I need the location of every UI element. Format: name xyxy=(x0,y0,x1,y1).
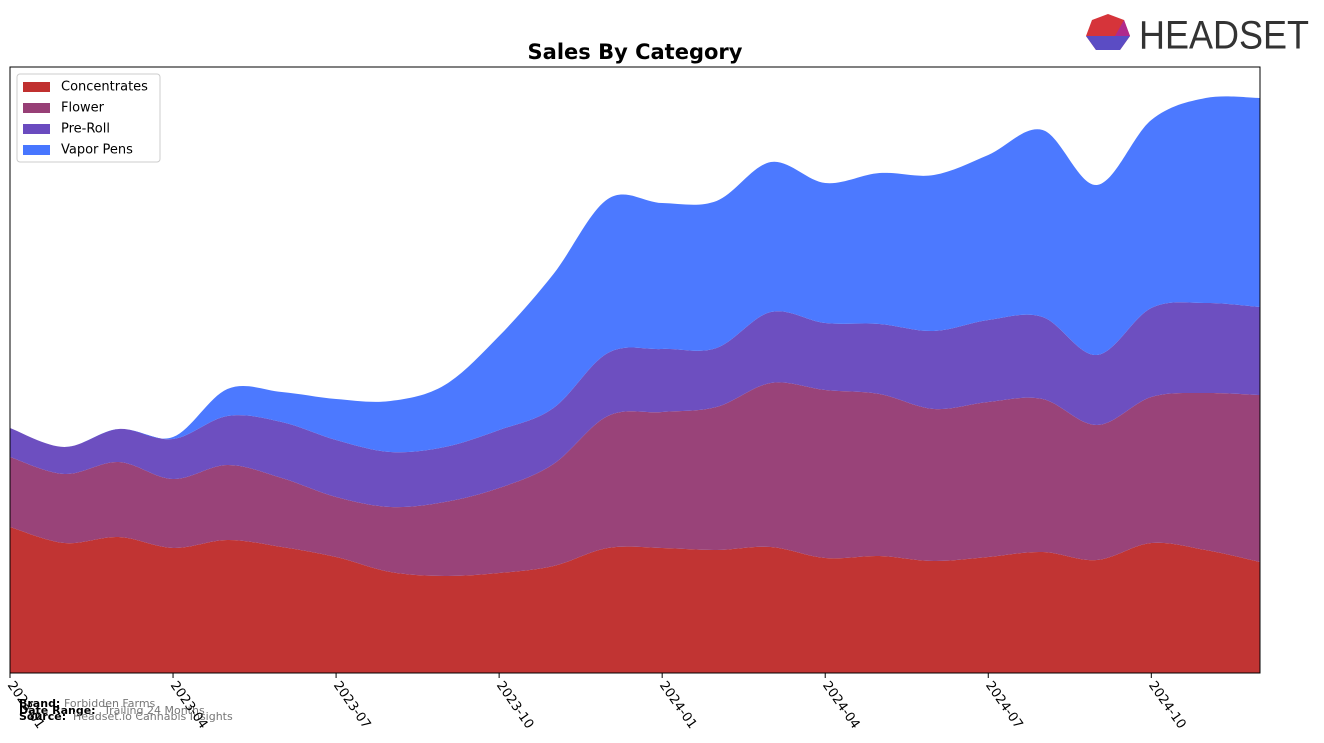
legend-swatch xyxy=(23,103,50,113)
legend-label: Concentrates xyxy=(61,80,148,95)
x-tick-label: 2023-07 xyxy=(330,679,373,732)
footer-label: Source: xyxy=(19,710,66,723)
x-tick-label: 2024-01 xyxy=(656,679,699,732)
legend-frame xyxy=(16,73,161,163)
legend-swatch xyxy=(23,145,50,155)
logo: HEADSET xyxy=(1086,14,1309,58)
plot-frame xyxy=(9,66,1261,674)
x-tick-label: 2024-10 xyxy=(1145,679,1188,732)
legend-label: Flower xyxy=(61,101,105,116)
footer-label: Brand: xyxy=(19,697,60,710)
area xyxy=(10,302,1260,508)
legend-label: Pre-Roll xyxy=(61,122,110,137)
footer-value: Headset.io Cannabis Insights xyxy=(73,710,233,723)
legend-swatch xyxy=(23,124,50,134)
logo-mark xyxy=(1086,36,1130,50)
legend: Concentrates Flower Pre-Roll Vapor Pens xyxy=(16,73,161,163)
x-tick-label: 2024-07 xyxy=(982,679,1025,732)
logo-mark xyxy=(1115,20,1130,36)
footer-value: Trailing 24 Months xyxy=(103,704,205,717)
area xyxy=(10,382,1260,577)
area xyxy=(10,527,1260,673)
area xyxy=(10,96,1260,453)
x-tick-label: 2023-10 xyxy=(493,679,536,732)
footer-label: Date Range: xyxy=(19,704,96,717)
legend-swatch xyxy=(23,82,50,92)
legend-label: Vapor Pens xyxy=(61,143,133,158)
logo-text: HEADSET xyxy=(1139,14,1309,58)
chart-title: Sales By Category xyxy=(528,40,743,64)
footer-value: Forbidden Farms xyxy=(64,697,156,710)
x-tick-label: 2024-04 xyxy=(819,679,862,732)
